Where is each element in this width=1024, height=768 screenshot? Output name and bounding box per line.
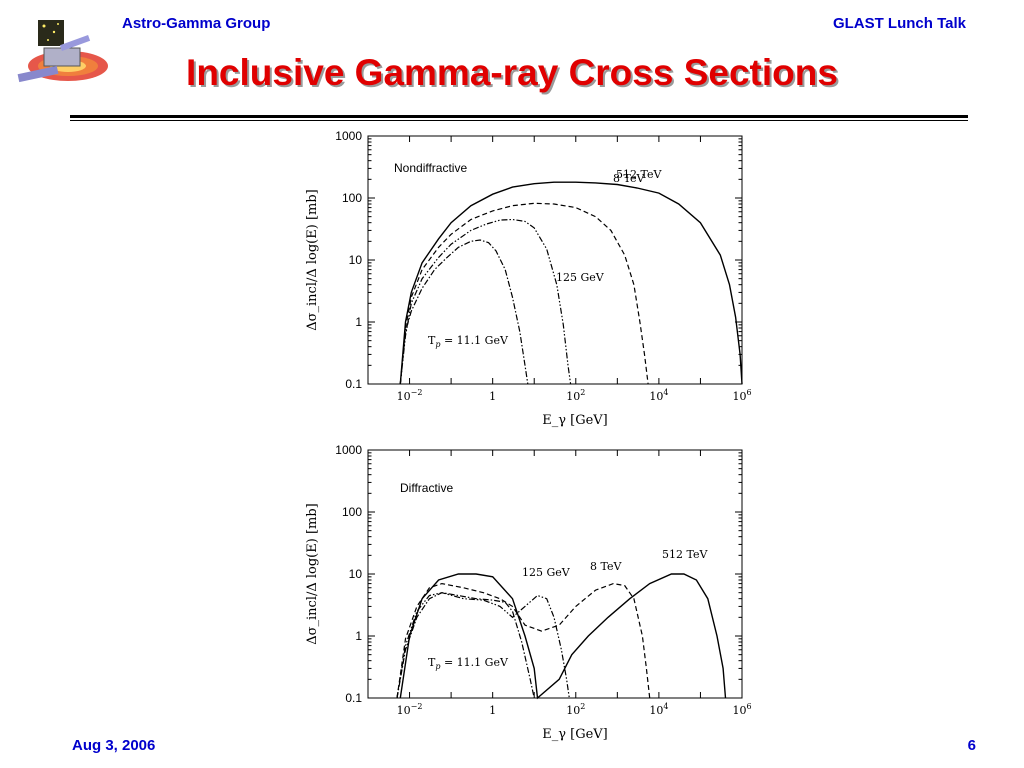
satellite-logo-icon	[10, 14, 110, 90]
title-divider	[70, 115, 968, 118]
series-line-0	[399, 239, 529, 385]
series-annotation: 8 TeV	[613, 172, 645, 185]
diffractive-chart: 0.1 1 10 100 1000 10−2 1 102 104 106 Diffractive 12…	[305, 443, 752, 742]
y-tick-label: 0.1	[345, 691, 362, 705]
x-tick-label: 1	[489, 704, 496, 717]
series-line-1	[399, 218, 572, 385]
series-line-1	[396, 592, 570, 699]
x-axis-label: E_γ [GeV]	[542, 727, 608, 742]
x-tick-label: 1	[489, 390, 496, 403]
x-tick-label: 102	[566, 702, 585, 717]
page-number: 6	[967, 737, 976, 754]
nondiffractive-chart: 0.1 1 10 100 1000 10−2 1 102 104 106 Nondiffractiv…	[305, 129, 752, 428]
header-talk-name: GLAST Lunch Talk	[832, 15, 966, 32]
y-tick-label: 0.1	[345, 377, 362, 391]
series-annotation: 8 TeV	[590, 560, 622, 573]
series-line-3	[399, 573, 727, 700]
y-tick-label: 100	[342, 505, 362, 519]
footer-date: Aug 3, 2006	[72, 737, 156, 754]
series-line-0	[396, 592, 535, 699]
x-tick-label: 10−2	[397, 702, 423, 717]
series-annotation: 125 GeV	[522, 566, 571, 579]
series-annotation: Tp = 11.1 GeV	[428, 334, 509, 349]
x-tick-label: 10−2	[397, 388, 423, 403]
series-line-2	[396, 582, 651, 699]
series-annotation: Tp = 11.1 GeV	[428, 656, 509, 671]
panel-label: Nondiffractive	[394, 161, 467, 175]
y-tick-label: 1	[355, 315, 362, 329]
x-axis-label: E_γ [GeV]	[542, 413, 608, 428]
x-tick-label: 106	[732, 702, 751, 717]
title-divider-thin	[70, 120, 968, 121]
y-tick-label: 1000	[335, 443, 362, 457]
slide-title: Inclusive Gamma-ray Cross Sections	[186, 52, 838, 93]
x-tick-label: 102	[566, 388, 585, 403]
x-tick-label: 104	[649, 388, 668, 403]
y-tick-label: 100	[342, 191, 362, 205]
y-tick-label: 1	[355, 629, 362, 643]
x-tick-label: 106	[732, 388, 751, 403]
series-annotation: 512 TeV	[616, 168, 662, 181]
panel-label: Diffractive	[400, 481, 453, 495]
series-line-2	[399, 202, 649, 385]
y-axis-label: Δσ_incl/Δ log(E) [mb]	[305, 503, 320, 645]
y-tick-label: 1000	[335, 129, 362, 143]
series-line-3	[399, 181, 743, 385]
series-annotation: 512 TeV	[662, 548, 708, 561]
y-tick-label: 10	[349, 567, 363, 581]
y-tick-label: 10	[349, 253, 363, 267]
y-axis-label: Δσ_incl/Δ log(E) [mb]	[305, 189, 320, 331]
series-annotation: 125 GeV	[556, 271, 605, 284]
x-tick-label: 104	[649, 702, 668, 717]
header-group-name: Astro-Gamma Group	[122, 15, 271, 32]
